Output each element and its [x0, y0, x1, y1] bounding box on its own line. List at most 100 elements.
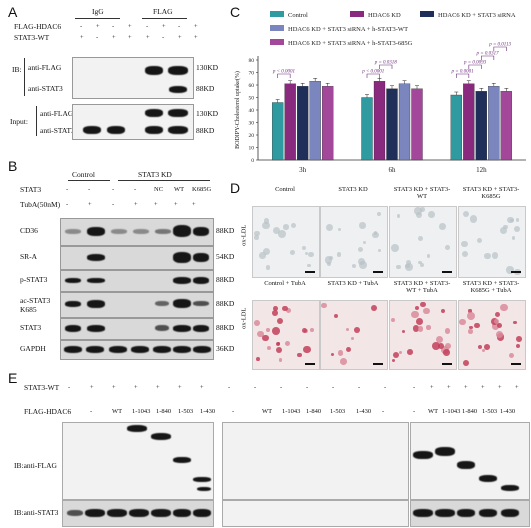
panel-e-blot-stat3-3	[410, 500, 530, 527]
cell-blob	[331, 353, 335, 357]
panel-e-flag-sign: WT	[262, 408, 273, 415]
panel-a-kd: 88KD	[196, 126, 215, 135]
cell-blob	[358, 247, 364, 253]
cell-blob	[481, 348, 485, 352]
panel-d-condition-label: STAT3 KD + STAT3-WT	[393, 186, 451, 201]
blot-band	[173, 252, 191, 263]
y-tick-label: 10	[249, 146, 255, 152]
blot-band	[193, 227, 209, 236]
panel-e-flag-sign: 1-840	[462, 408, 478, 415]
y-tick-label: 70	[249, 71, 255, 77]
panel-e-flag-sign: 1-430	[356, 408, 372, 415]
panel-a-igg-underline	[75, 18, 120, 19]
cell-blob	[263, 247, 271, 256]
bar	[450, 94, 462, 161]
panel-a-ib-label: IB:	[12, 65, 22, 74]
panel-a-ip-blot	[72, 57, 194, 99]
panel-a-flag-hdac6-label: FLAG-HDAC6	[14, 22, 62, 31]
cell-blob	[345, 328, 349, 332]
cell-blob	[515, 218, 519, 222]
blot-band	[193, 346, 211, 353]
cell-blob	[418, 261, 422, 265]
legend-label: Control	[288, 12, 308, 19]
blot-band	[64, 346, 82, 353]
panel-d-letter: D	[230, 180, 241, 196]
panel-a-letter: A	[8, 4, 18, 20]
cell-blob	[337, 350, 344, 356]
cell-blob	[297, 352, 302, 357]
blot-band	[65, 301, 81, 307]
chart-annotations: p < 0.0001 p < 0.0001 p = 0.0318 p = 0.0001…	[272, 43, 511, 78]
blot-band	[65, 229, 81, 234]
panel-a-flag-hdac6-sign: +	[128, 23, 132, 30]
panel-e-flag-sign: -	[232, 408, 235, 415]
cell-blob	[445, 245, 450, 251]
panel-e-stat3-sign: -	[228, 384, 231, 391]
panel-a-flag-hdac6-sign: -	[146, 23, 149, 30]
cell-blob	[469, 215, 478, 223]
legend-label: HDAC6 KD + STAT3 siRNA	[438, 12, 516, 19]
cell-blob	[376, 211, 381, 216]
cell-blob	[491, 322, 500, 330]
panel-b-blot-sra	[60, 246, 214, 270]
cell-blob	[419, 207, 425, 213]
panel-e-stat3-sign: -	[254, 384, 257, 391]
panel-a-flag-hdac6-sign: -	[112, 23, 115, 30]
cell-blob	[325, 224, 334, 232]
scale-bar	[373, 271, 383, 273]
blot-band	[173, 509, 191, 517]
panel-e-stat3-sign: +	[447, 384, 451, 391]
panel-d-condition-label: Control	[275, 186, 295, 193]
panel-e-flag-sign: 1-1043	[442, 408, 461, 415]
panel-e-flag-sign: 1-840	[156, 408, 172, 415]
cell-blob	[272, 310, 278, 316]
panel-a-input-bracket	[36, 106, 37, 136]
cell-blob	[352, 264, 357, 269]
cell-blob	[310, 327, 314, 332]
cell-blob	[291, 222, 297, 228]
legend-swatch	[420, 11, 434, 17]
panel-b-blot-pstat3	[60, 270, 214, 292]
cell-blob	[413, 325, 420, 332]
cell-blob	[254, 235, 259, 240]
cell-blob	[426, 254, 431, 258]
panel-b-blot-gapdh	[60, 340, 214, 360]
panel-e-stat3-sign: -	[413, 384, 416, 391]
scale-bar	[305, 271, 315, 273]
panel-a-stat3-sign: +	[146, 34, 150, 41]
panel-a-kd: 130KD	[196, 109, 219, 118]
cell-blob	[283, 224, 289, 230]
cell-blob	[463, 210, 470, 218]
y-tick-label: 80	[249, 58, 255, 64]
panel-a-input-label: Input:	[10, 117, 28, 126]
panel-a-row-label: anti-FLAG	[40, 109, 74, 118]
legend-label: HDAC6 KD	[368, 12, 401, 19]
bar	[475, 91, 487, 161]
scale-bar	[511, 363, 521, 365]
bar	[322, 86, 334, 161]
panel-b-blot-acstat3	[60, 292, 214, 318]
scale-bar	[442, 271, 452, 273]
blot-band	[65, 325, 81, 332]
bar	[398, 83, 411, 161]
panel-e-stat3-sign: -	[384, 384, 387, 391]
cell-blob	[468, 325, 473, 330]
y-tick-label: 40	[249, 108, 255, 114]
cell-blob	[511, 236, 516, 241]
blot-band	[111, 229, 127, 234]
cell-blob	[359, 222, 366, 229]
blot-band	[193, 253, 209, 262]
x-tick-label: 3h	[299, 166, 307, 174]
cell-blob	[468, 309, 472, 313]
panel-b-stat3-sign: -	[66, 186, 69, 193]
significance-bracket	[379, 64, 393, 69]
chart-bars: 3h 6h 12h	[272, 78, 512, 174]
panel-e-stat3-sign: +	[200, 384, 204, 391]
blot-band	[193, 477, 211, 482]
significance-bracket	[277, 73, 291, 78]
panel-b-kd: 88KD	[216, 323, 235, 332]
cell-blob	[411, 310, 419, 318]
cell-blob	[266, 345, 272, 350]
cell-blob	[500, 303, 508, 312]
panel-e-flag-sign: -	[413, 408, 416, 415]
